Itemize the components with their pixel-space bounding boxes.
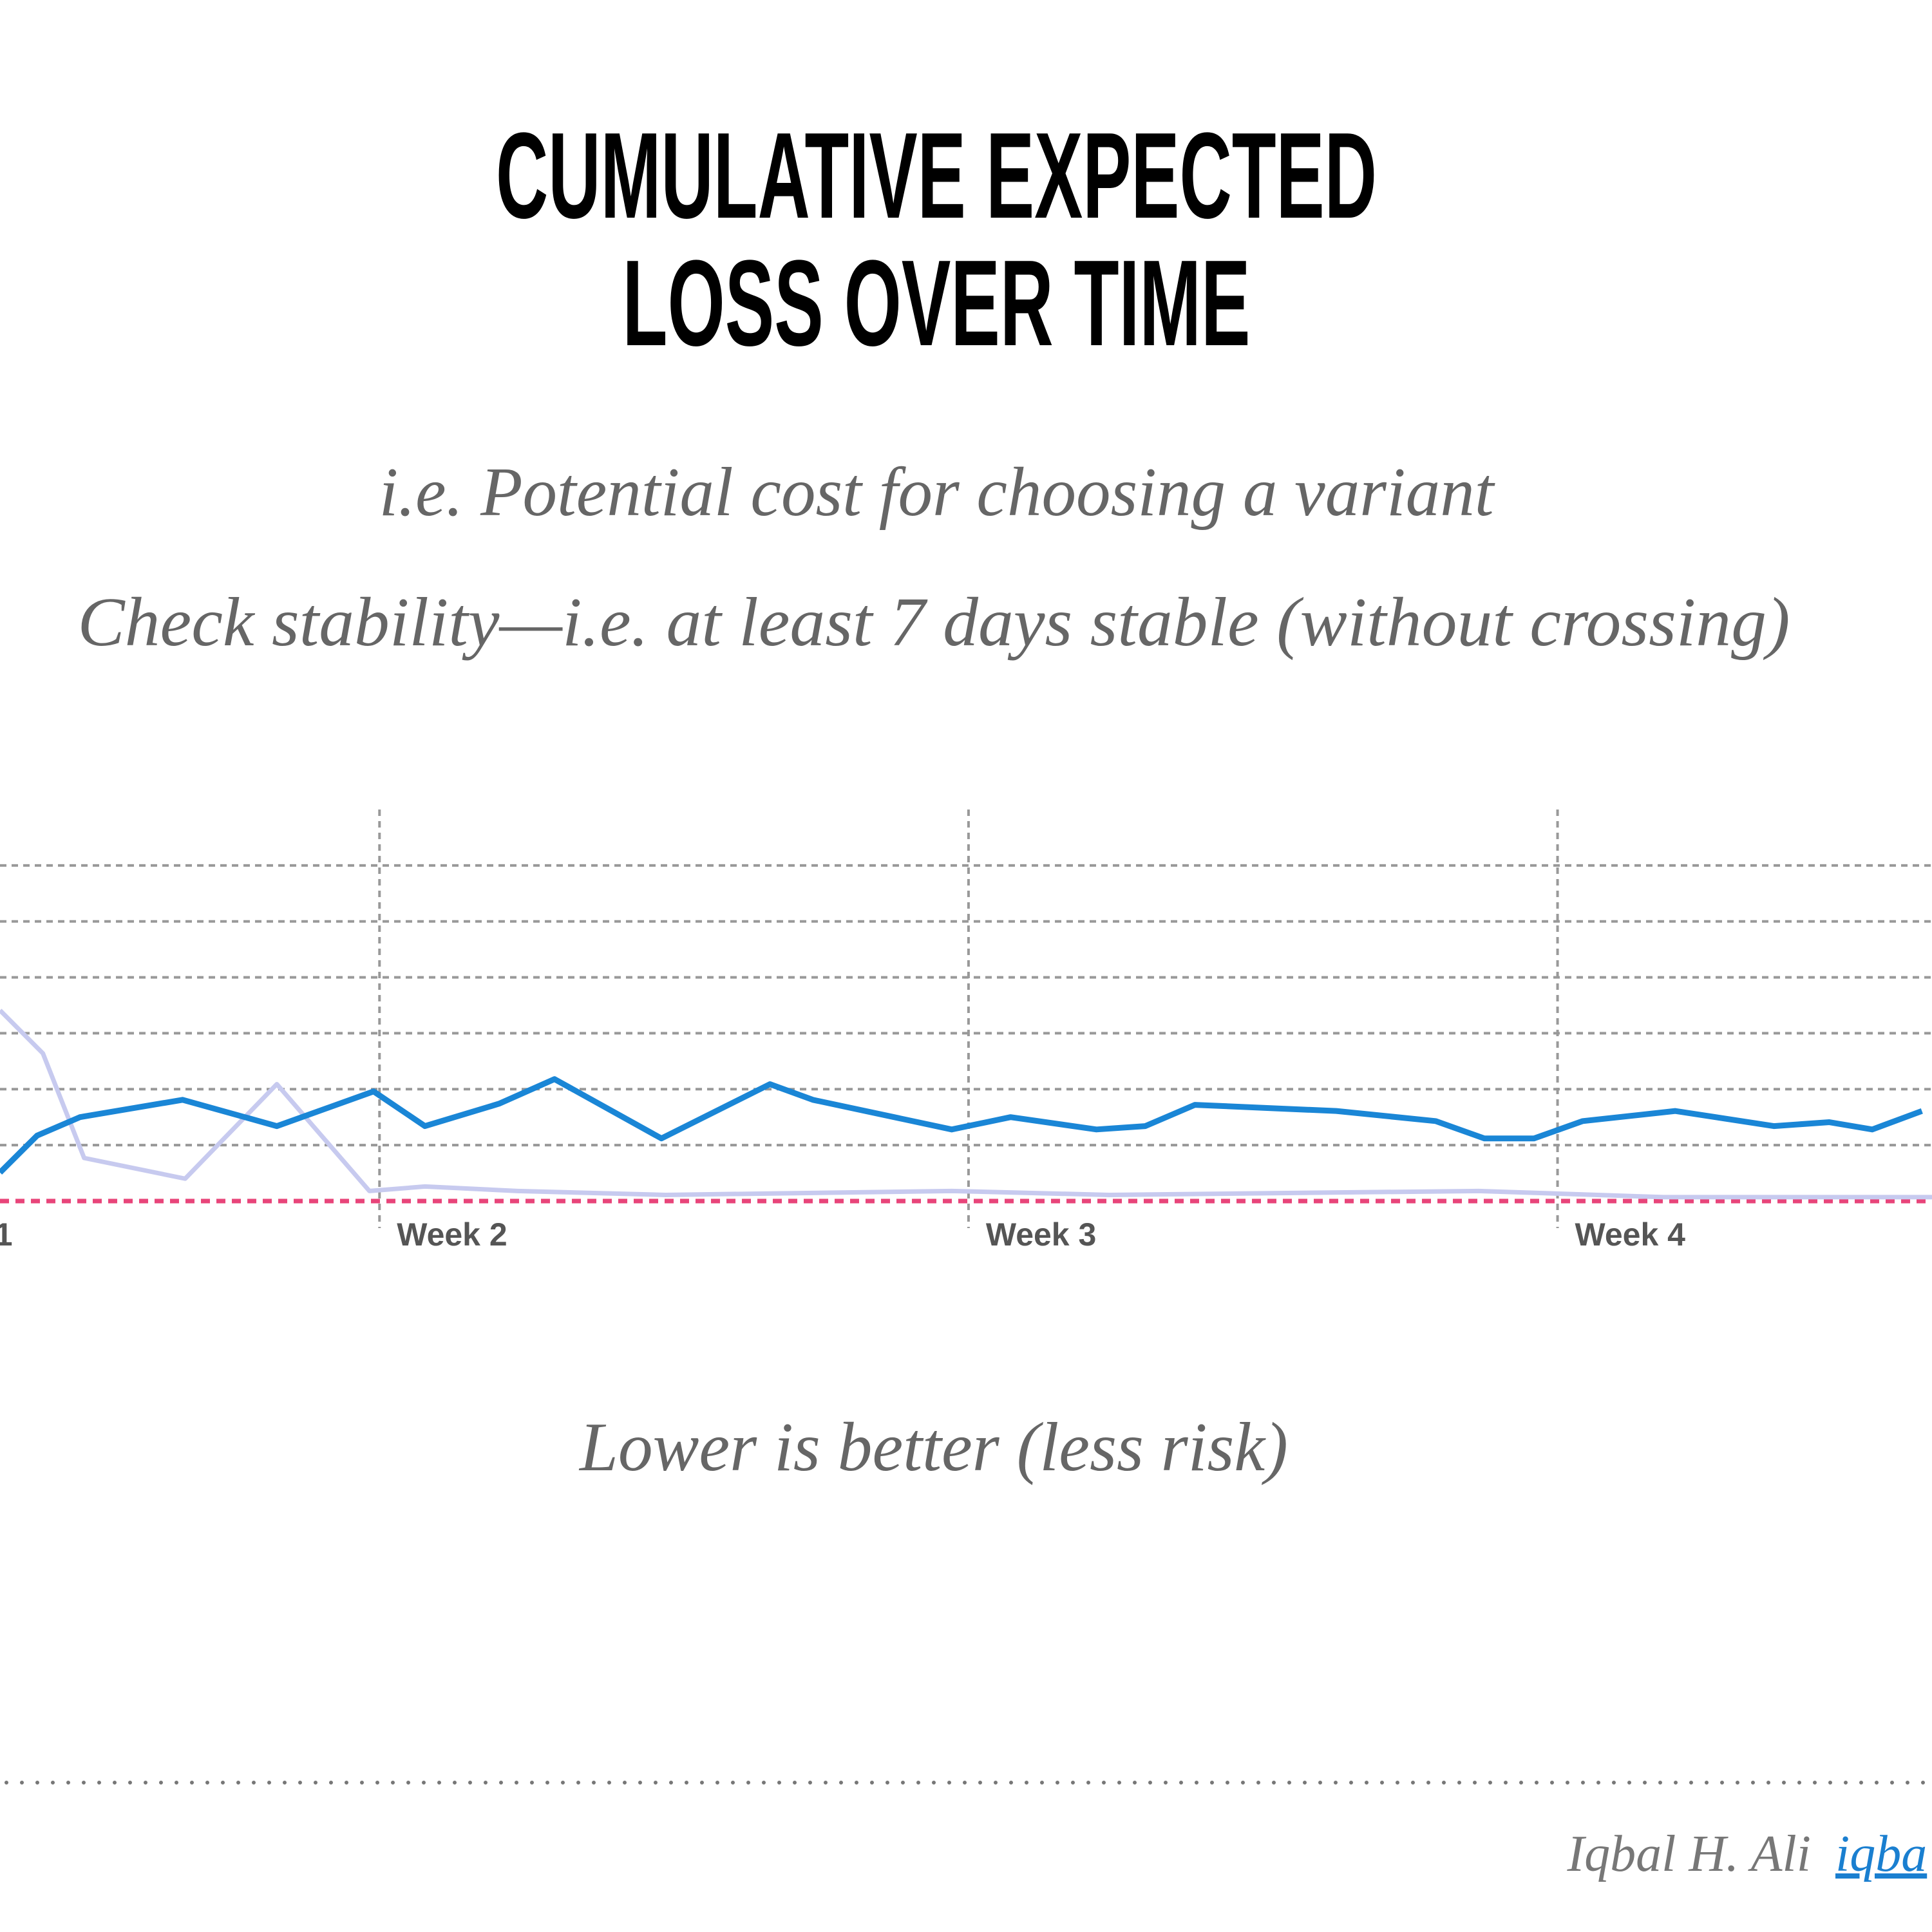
author-link[interactable]: iqba	[1835, 1826, 1927, 1882]
data-line	[0, 1076, 1923, 1175]
subtitle: Check stability—i.e. at least 7 days sta…	[78, 584, 1790, 661]
x-tick-label: Week 2	[397, 1217, 507, 1253]
chart-title: CUMULATIVE EXPECTED	[496, 108, 1377, 244]
x-tick-label: Week 3	[986, 1217, 1096, 1253]
x-tick-label: 1	[0, 1217, 13, 1253]
plot-area: 1 Week 2 Week 3 Week 4	[0, 810, 1932, 1253]
data-line	[0, 1009, 1932, 1200]
annotation: Lower is better (less risk)	[578, 1409, 1288, 1486]
x-tick-label: Week 4	[1575, 1217, 1686, 1253]
author: Iqbal H. Ali	[1566, 1826, 1811, 1882]
subtitle: i.e. Potential cost for choosing a varia…	[379, 454, 1496, 531]
chart-title: LOSS OVER TIME	[623, 235, 1251, 372]
